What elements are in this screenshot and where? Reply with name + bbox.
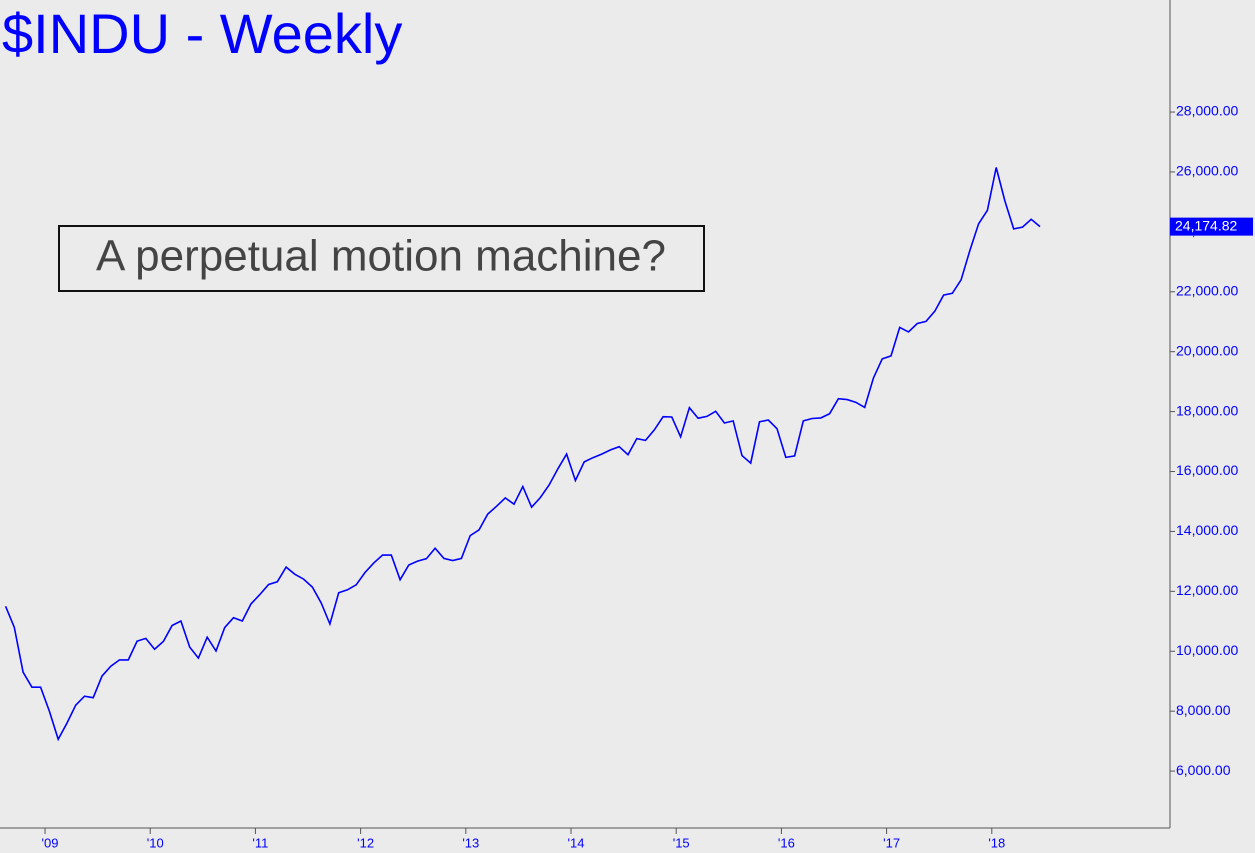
x-tick-label: '14 — [568, 835, 585, 850]
y-tick-label: 12,000.00 — [1176, 582, 1238, 598]
y-tick-label: 14,000.00 — [1176, 522, 1238, 538]
price-line — [4, 167, 1041, 742]
x-tick-label: '16 — [778, 835, 795, 850]
x-tick-label: '15 — [673, 835, 690, 850]
x-tick-label: '09 — [42, 835, 59, 850]
x-tick-label: '13 — [462, 835, 479, 850]
x-tick-label: '11 — [252, 835, 268, 850]
y-tick-label: 28,000.00 — [1176, 103, 1238, 119]
x-tick-label: '18 — [988, 835, 1005, 850]
y-tick-label: 20,000.00 — [1176, 342, 1238, 358]
annotation: A perpetual motion machine? — [96, 232, 666, 281]
x-tick-label: '17 — [883, 835, 900, 850]
x-tick-label: '10 — [147, 835, 164, 850]
y-tick-label: 16,000.00 — [1176, 462, 1238, 478]
y-tick-label: 6,000.00 — [1176, 762, 1231, 778]
price-tag-label: 24,174.82 — [1175, 217, 1237, 233]
annotation-box — [58, 225, 705, 292]
x-tick-label: '12 — [357, 835, 374, 850]
y-tick-label: 26,000.00 — [1176, 163, 1238, 179]
y-tick-label: 22,000.00 — [1176, 282, 1238, 298]
chart-title: $INDU - Weekly — [2, 2, 402, 65]
y-tick-label: 8,000.00 — [1176, 702, 1231, 718]
price-tag — [1170, 217, 1253, 236]
y-tick-label: 18,000.00 — [1176, 402, 1238, 418]
y-tick-label: 10,000.00 — [1176, 642, 1238, 658]
